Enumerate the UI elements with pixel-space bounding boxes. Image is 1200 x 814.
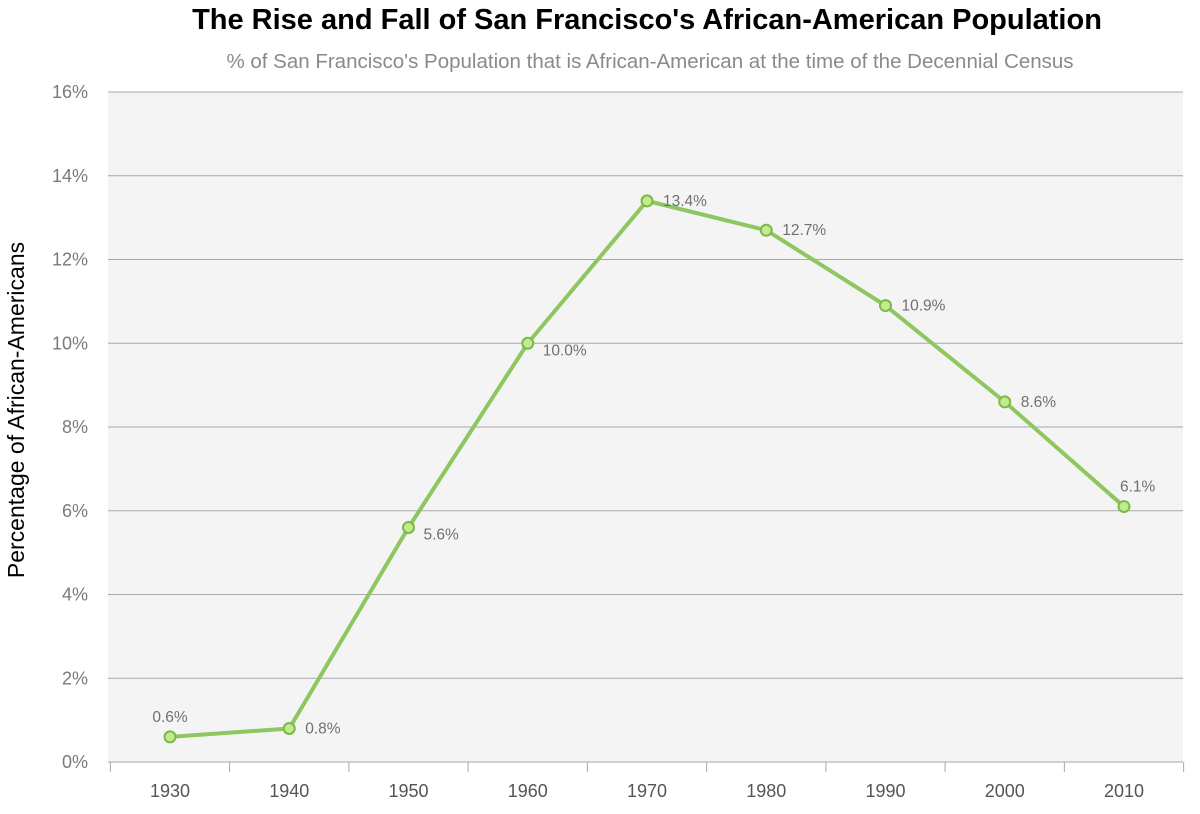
data-point: [879, 299, 892, 313]
data-labels: 0.6% 0.8% 5.6% 10.0% 13.4% 12.7% 10.9% 8.6% 6.1%: [152, 193, 1155, 738]
chart-subtitle: % of San Francisco's Population that is …: [226, 50, 1073, 73]
x-tick-label: 1980: [746, 781, 786, 801]
x-tick-label: 1950: [388, 781, 428, 801]
data-label: 0.8%: [305, 721, 341, 738]
x-tick-label: 1990: [865, 781, 905, 801]
x-tick-label: 2010: [1104, 781, 1144, 801]
data-point: [998, 395, 1012, 409]
data-point: [759, 223, 773, 237]
x-axis-ticks: 1930 1940 1950 1960 1970 1980 1990 2000 2010: [109, 762, 1185, 801]
data-label: 6.1%: [1120, 479, 1156, 496]
x-tick-label: 1970: [627, 781, 667, 801]
y-tick-label: 4%: [62, 585, 88, 605]
data-label: 10.9%: [902, 298, 946, 315]
data-point: [640, 194, 654, 208]
data-label: 12.7%: [782, 222, 826, 239]
data-point: [402, 521, 415, 534]
y-tick-label: 2%: [62, 668, 88, 688]
data-point: [1117, 500, 1131, 514]
x-tick-label: 2000: [985, 781, 1025, 801]
y-tick-label: 6%: [62, 501, 88, 521]
y-tick-label: 16%: [52, 82, 88, 102]
data-label: 5.6%: [424, 527, 460, 544]
y-tick-label: 10%: [52, 333, 88, 353]
y-tick-label: 12%: [52, 250, 88, 270]
data-label: 13.4%: [663, 193, 707, 210]
x-tick-label: 1960: [508, 781, 548, 801]
gridlines: [108, 91, 1183, 763]
data-label: 8.6%: [1021, 394, 1057, 411]
y-axis-ticks: 0% 2% 4% 6% 8% 10% 12% 14% 16%: [52, 82, 88, 772]
y-tick-label: 14%: [52, 166, 88, 186]
data-point: [282, 722, 296, 735]
data-point: [521, 336, 535, 350]
data-label: 0.6%: [152, 709, 188, 726]
data-point: [163, 730, 177, 744]
y-axis-label: Percentage of African-Americans: [3, 242, 29, 578]
series-layer: [163, 194, 1131, 744]
y-tick-label: 8%: [62, 417, 88, 437]
data-label: 10.0%: [543, 342, 587, 359]
y-tick-label: 0%: [62, 752, 88, 772]
x-tick-label: 1930: [150, 781, 190, 801]
chart-title: The Rise and Fall of San Francisco's Afr…: [192, 4, 1102, 36]
x-tick-label: 1940: [269, 781, 309, 801]
